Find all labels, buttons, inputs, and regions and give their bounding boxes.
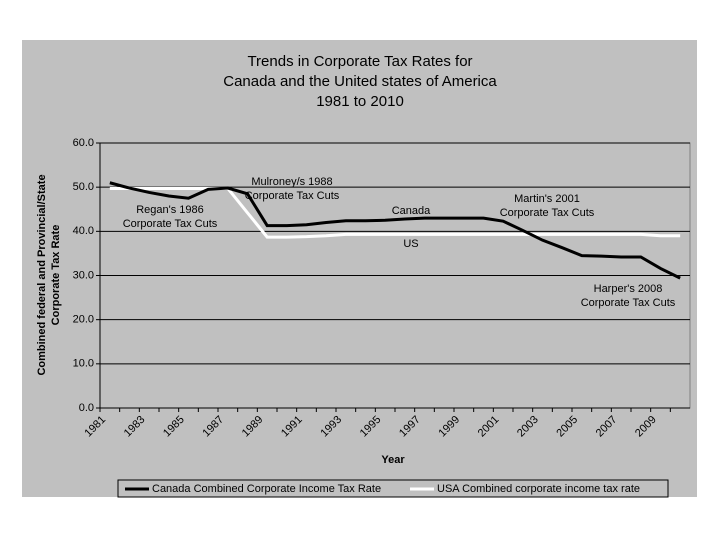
y-tick-label: 0.0 xyxy=(79,402,94,414)
annotation: US xyxy=(403,238,418,250)
annotation: Corporate Tax Cuts xyxy=(245,190,340,202)
y-axis-title: Combined federal and Provincial/State xyxy=(36,174,48,375)
y-tick-label: 30.0 xyxy=(73,269,94,281)
annotation: Corporate Tax Cuts xyxy=(123,218,218,230)
annotation: Mulroney/s 1988 xyxy=(251,176,332,188)
legend-label: Canada Combined Corporate Income Tax Rat… xyxy=(152,483,381,495)
y-tick-label: 10.0 xyxy=(73,358,94,370)
annotation: Harper's 2008 xyxy=(594,283,663,295)
y-tick-label: 50.0 xyxy=(73,181,94,193)
chart-title: Canada and the United states of America xyxy=(223,73,497,90)
y-axis-title: Corporate Tax Rate xyxy=(50,225,62,326)
legend xyxy=(117,479,669,498)
chart-title: 1981 to 2010 xyxy=(316,93,404,110)
series-line xyxy=(109,186,681,239)
annotation: Canada xyxy=(392,205,431,217)
legend-label: USA Combined corporate income tax rate xyxy=(437,483,640,495)
series-line xyxy=(109,181,681,280)
annotation: Corporate Tax Cuts xyxy=(500,207,595,219)
y-tick-label: 20.0 xyxy=(73,314,94,326)
annotation: Martin's 2001 xyxy=(514,193,580,205)
chart-title: Trends in Corporate Tax Rates for xyxy=(247,53,472,70)
y-tick-label: 40.0 xyxy=(73,225,94,237)
y-tick-label: 60.0 xyxy=(73,137,94,149)
annotation: Regan's 1986 xyxy=(136,204,204,216)
annotation: Corporate Tax Cuts xyxy=(581,297,676,309)
x-axis-title: Year xyxy=(381,454,405,466)
